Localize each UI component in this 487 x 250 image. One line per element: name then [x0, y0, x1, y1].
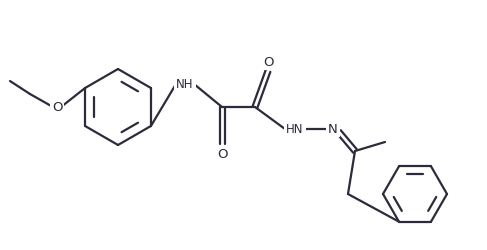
Text: NH: NH — [176, 78, 194, 91]
Text: N: N — [328, 123, 338, 136]
Text: HN: HN — [286, 123, 304, 136]
Text: O: O — [52, 101, 62, 114]
Text: O: O — [263, 56, 273, 69]
Text: O: O — [217, 148, 227, 161]
